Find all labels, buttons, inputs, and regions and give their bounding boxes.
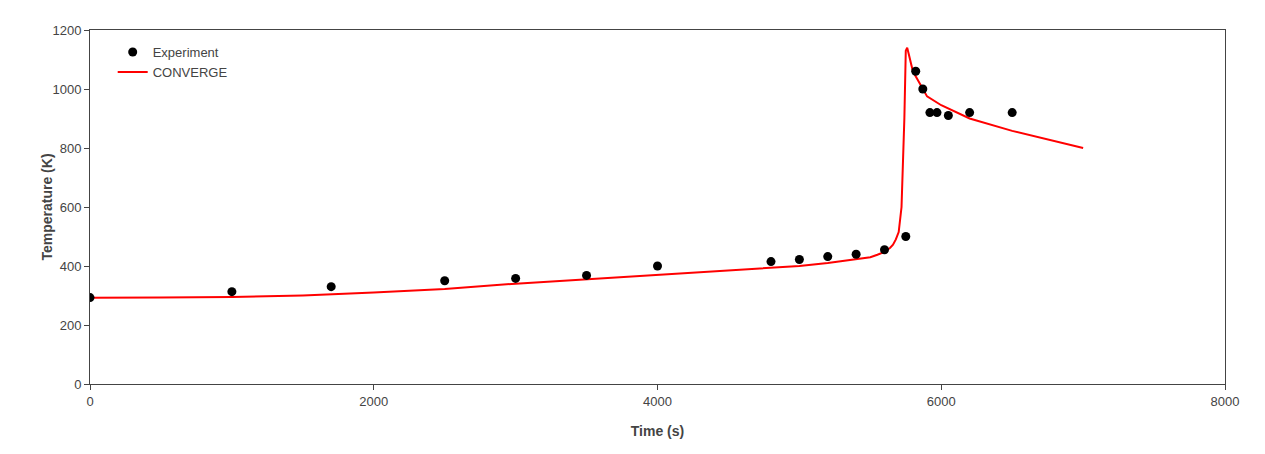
- svg-text:1200: 1200: [52, 23, 81, 38]
- svg-text:600: 600: [60, 200, 82, 215]
- svg-text:Temperature (K): Temperature (K): [39, 153, 55, 260]
- svg-text:2000: 2000: [359, 394, 388, 409]
- svg-text:CONVERGE: CONVERGE: [153, 65, 228, 80]
- svg-text:1000: 1000: [52, 82, 81, 97]
- svg-text:8000: 8000: [1211, 394, 1240, 409]
- svg-text:Experiment: Experiment: [153, 45, 219, 60]
- svg-text:6000: 6000: [927, 394, 956, 409]
- svg-text:0: 0: [86, 394, 93, 409]
- svg-text:800: 800: [60, 141, 82, 156]
- svg-text:200: 200: [60, 318, 82, 333]
- svg-text:4000: 4000: [643, 394, 672, 409]
- svg-text:400: 400: [60, 259, 82, 274]
- svg-text:0: 0: [74, 377, 81, 392]
- svg-text:Time (s): Time (s): [631, 423, 684, 439]
